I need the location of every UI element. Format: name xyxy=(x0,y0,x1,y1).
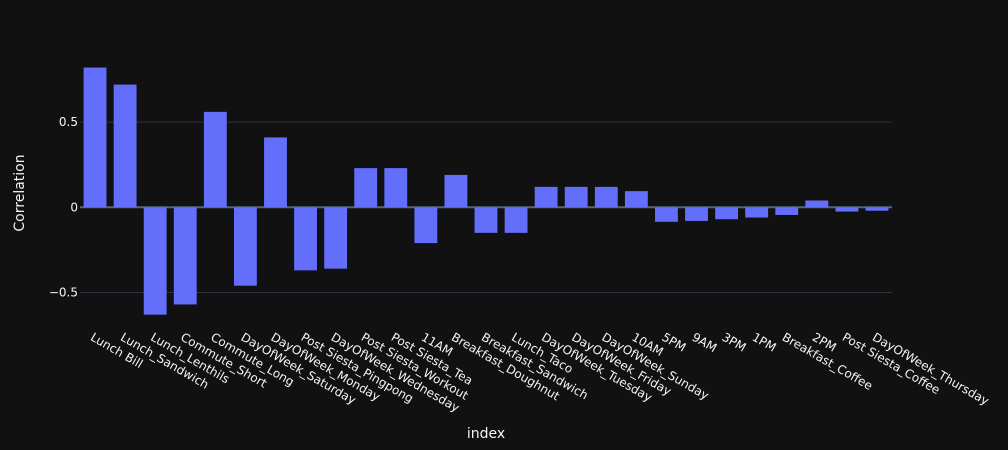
x-tick-label: 1PM xyxy=(750,330,779,355)
y-tick-label: 0 xyxy=(70,200,78,214)
bar[interactable] xyxy=(715,207,739,220)
bar[interactable] xyxy=(835,207,859,212)
x-tick-label: 5PM xyxy=(659,330,688,355)
y-tick-label: −0.5 xyxy=(49,286,78,300)
x-tick-label: 9AM xyxy=(690,330,720,355)
bar[interactable] xyxy=(624,191,648,208)
bar[interactable] xyxy=(143,207,167,315)
y-axis-title: Correlation xyxy=(12,154,28,231)
bar[interactable] xyxy=(173,207,197,305)
x-axis-title: index xyxy=(467,426,505,442)
bar[interactable] xyxy=(233,207,257,286)
bar[interactable] xyxy=(203,111,227,208)
bar[interactable] xyxy=(444,174,468,208)
bar[interactable] xyxy=(504,207,528,233)
bar[interactable] xyxy=(354,168,378,208)
bar[interactable] xyxy=(685,207,708,221)
bar[interactable] xyxy=(775,207,799,215)
bar[interactable] xyxy=(264,137,287,208)
bars xyxy=(83,67,889,315)
bar[interactable] xyxy=(384,168,408,208)
bar[interactable] xyxy=(474,207,498,233)
bar[interactable] xyxy=(294,207,317,271)
bar[interactable] xyxy=(655,207,678,222)
bar[interactable] xyxy=(534,186,558,208)
bar[interactable] xyxy=(324,207,348,269)
bar[interactable] xyxy=(865,207,889,211)
y-tick-label: 0.5 xyxy=(59,115,78,129)
x-tick-label: 3PM xyxy=(720,330,749,355)
bar[interactable] xyxy=(594,186,618,208)
bar[interactable] xyxy=(113,84,137,208)
bar[interactable] xyxy=(83,67,107,208)
bar[interactable] xyxy=(745,207,769,218)
bar[interactable] xyxy=(564,186,588,208)
y-tick-labels: −0.5 0 0.5 xyxy=(49,115,78,299)
x-tick-labels: Lunch BillLunch_SandwichLunch_LenthilsCo… xyxy=(88,330,991,415)
bar[interactable] xyxy=(805,200,829,208)
bar[interactable] xyxy=(414,207,438,244)
